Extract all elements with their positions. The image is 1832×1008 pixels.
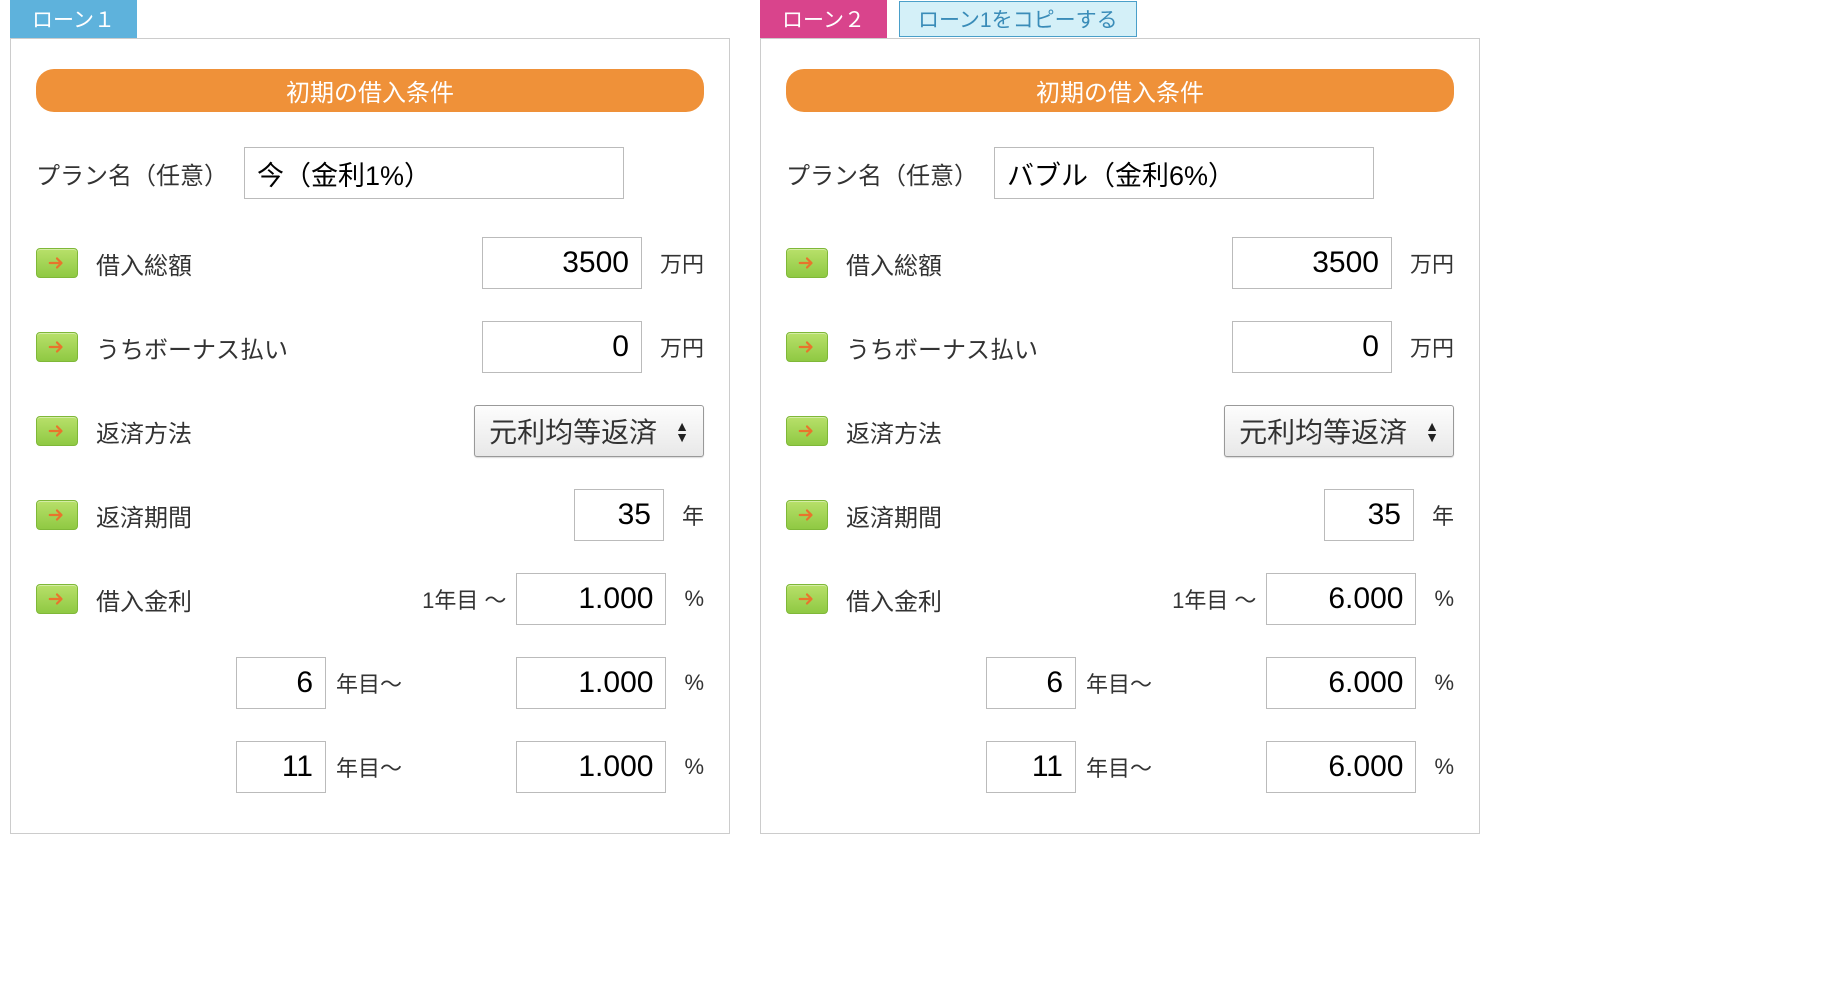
loan2-rate2-row: 年目〜 % (786, 657, 1454, 709)
loan2-panel: ローン２ ローン1をコピーする 初期の借入条件 プラン名（任意） 借入総額 万円 (760, 0, 1480, 834)
copy-loan1-button[interactable]: ローン1をコピーする (899, 1, 1137, 37)
period-label: 返済期間 (96, 498, 192, 533)
loan1-tab: ローン１ (10, 0, 137, 38)
rate3-input[interactable] (1266, 741, 1416, 793)
loan1-period-row: 返済期間 年 (36, 489, 704, 541)
arrow-right-icon[interactable] (786, 584, 828, 614)
period-label: 返済期間 (846, 498, 942, 533)
loan1-bonus-row: うちボーナス払い 万円 (36, 321, 704, 373)
bonus-input[interactable] (1232, 321, 1392, 373)
loan1-panel: ローン１ 初期の借入条件 プラン名（任意） 借入総額 万円 (10, 0, 730, 834)
plan-name-label: プラン名（任意） (36, 156, 228, 191)
select-arrows-icon: ▲▼ (1425, 421, 1439, 442)
loan2-header-row: ローン２ ローン1をコピーする (760, 0, 1480, 38)
percent-unit: % (684, 586, 704, 612)
rate3-year-input[interactable] (986, 741, 1076, 793)
rate3-input[interactable] (516, 741, 666, 793)
amount-unit: 万円 (1410, 247, 1454, 279)
rate2-input[interactable] (516, 657, 666, 709)
rate1-input[interactable] (516, 573, 666, 625)
rate-label: 借入金利 (846, 582, 942, 617)
plan-name-input[interactable] (994, 147, 1374, 199)
loan1-plan-row: プラン名（任意） (36, 147, 704, 199)
bonus-unit: 万円 (660, 331, 704, 363)
percent-unit: % (684, 754, 704, 780)
loan1-body: 初期の借入条件 プラン名（任意） 借入総額 万円 (10, 38, 730, 834)
plan-name-label: プラン名（任意） (786, 156, 978, 191)
arrow-right-icon[interactable] (36, 416, 78, 446)
arrow-right-icon[interactable] (36, 248, 78, 278)
bonus-label: うちボーナス払い (96, 330, 288, 365)
period-input[interactable] (574, 489, 664, 541)
amount-label: 借入総額 (846, 246, 942, 281)
select-arrows-icon: ▲▼ (675, 421, 689, 442)
arrow-right-icon[interactable] (786, 416, 828, 446)
loan2-period-row: 返済期間 年 (786, 489, 1454, 541)
arrow-right-icon[interactable] (36, 332, 78, 362)
loan1-rate3-row: 年目〜 % (36, 741, 704, 793)
rate1-prefix: 1年目 〜 (1172, 583, 1256, 615)
rate1-input[interactable] (1266, 573, 1416, 625)
method-label: 返済方法 (846, 414, 942, 449)
bonus-unit: 万円 (1410, 331, 1454, 363)
percent-unit: % (684, 670, 704, 696)
amount-input[interactable] (1232, 237, 1392, 289)
loan2-method-row: 返済方法 元利均等返済 ▲▼ (786, 405, 1454, 457)
rate2-suffix: 年目〜 (336, 667, 402, 699)
rate2-year-input[interactable] (986, 657, 1076, 709)
rate2-input[interactable] (1266, 657, 1416, 709)
repayment-method-value: 元利均等返済 (489, 411, 657, 451)
loan2-rate3-row: 年目〜 % (786, 741, 1454, 793)
rate-label: 借入金利 (96, 582, 192, 617)
percent-unit: % (1434, 586, 1454, 612)
loan2-body: 初期の借入条件 プラン名（任意） 借入総額 万円 (760, 38, 1480, 834)
method-label: 返済方法 (96, 414, 192, 449)
period-input[interactable] (1324, 489, 1414, 541)
rate3-year-input[interactable] (236, 741, 326, 793)
bonus-label: うちボーナス払い (846, 330, 1038, 365)
rate2-year-input[interactable] (236, 657, 326, 709)
percent-unit: % (1434, 754, 1454, 780)
loan2-amount-row: 借入総額 万円 (786, 237, 1454, 289)
loan2-bonus-row: うちボーナス払い 万円 (786, 321, 1454, 373)
amount-input[interactable] (482, 237, 642, 289)
percent-unit: % (1434, 670, 1454, 696)
arrow-right-icon[interactable] (36, 584, 78, 614)
rate1-prefix: 1年目 〜 (422, 583, 506, 615)
arrow-right-icon[interactable] (786, 500, 828, 530)
period-unit: 年 (682, 499, 704, 531)
arrow-right-icon[interactable] (786, 248, 828, 278)
repayment-method-select[interactable]: 元利均等返済 ▲▼ (474, 405, 704, 457)
loan2-tab: ローン２ (760, 0, 887, 38)
arrow-right-icon[interactable] (36, 500, 78, 530)
loan1-rate1-row: 借入金利 1年目 〜 % (36, 573, 704, 625)
arrow-right-icon[interactable] (786, 332, 828, 362)
loan1-section-header: 初期の借入条件 (36, 69, 704, 112)
rate3-suffix: 年目〜 (336, 751, 402, 783)
loan1-rate2-row: 年目〜 % (36, 657, 704, 709)
amount-unit: 万円 (660, 247, 704, 279)
period-unit: 年 (1432, 499, 1454, 531)
repayment-method-value: 元利均等返済 (1239, 411, 1407, 451)
bonus-input[interactable] (482, 321, 642, 373)
loan1-method-row: 返済方法 元利均等返済 ▲▼ (36, 405, 704, 457)
rate2-suffix: 年目〜 (1086, 667, 1152, 699)
amount-label: 借入総額 (96, 246, 192, 281)
loan1-header-row: ローン１ (10, 0, 730, 38)
repayment-method-select[interactable]: 元利均等返済 ▲▼ (1224, 405, 1454, 457)
loan1-amount-row: 借入総額 万円 (36, 237, 704, 289)
plan-name-input[interactable] (244, 147, 624, 199)
loan2-rate1-row: 借入金利 1年目 〜 % (786, 573, 1454, 625)
loan2-section-header: 初期の借入条件 (786, 69, 1454, 112)
rate3-suffix: 年目〜 (1086, 751, 1152, 783)
loan2-plan-row: プラン名（任意） (786, 147, 1454, 199)
